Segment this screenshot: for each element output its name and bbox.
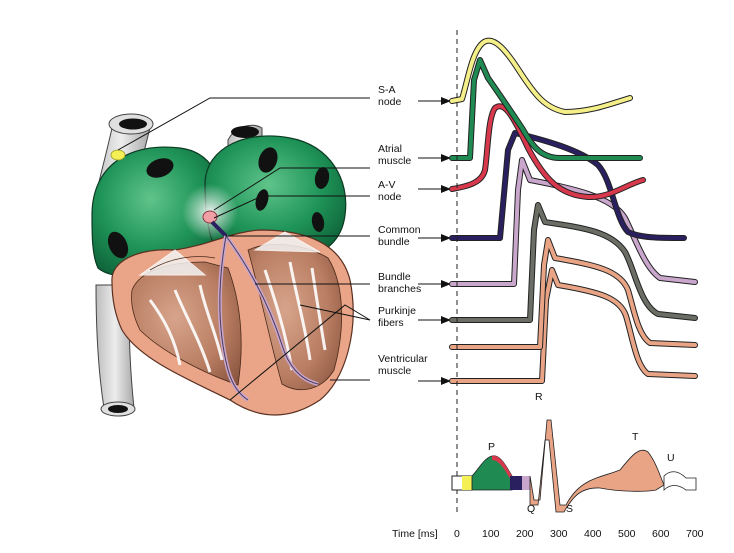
label-av-line2: node xyxy=(378,191,402,203)
trace-purkinje xyxy=(449,202,698,323)
ecg-label-r: R xyxy=(535,391,543,403)
ecg-label-p: P xyxy=(488,441,495,453)
trace-branches-line xyxy=(450,158,697,286)
label-ventricular-line1: Ventricular xyxy=(378,353,428,365)
label-bundle-line1: Common xyxy=(378,224,421,236)
leader-sa xyxy=(117,97,370,151)
ecg-label-u: U xyxy=(667,452,675,464)
label-branches-line2: branches xyxy=(378,283,421,295)
tick-100: 100 xyxy=(482,528,500,540)
tick-400: 400 xyxy=(584,528,602,540)
tick-500: 500 xyxy=(618,528,636,540)
sa-node xyxy=(110,149,126,161)
trace-atrial xyxy=(449,57,643,161)
ecg-label-s: S xyxy=(566,503,573,515)
leader-av xyxy=(213,195,370,219)
trace-atrial-line xyxy=(450,58,642,160)
tick-0: 0 xyxy=(454,528,460,540)
tick-600: 600 xyxy=(652,528,670,540)
leader-lines xyxy=(117,97,371,401)
av-node xyxy=(202,210,218,224)
trace-sa xyxy=(449,37,633,115)
trace-purkinje-lower xyxy=(449,237,698,350)
leader-purkinje-2 xyxy=(229,304,371,401)
trace-ventricular xyxy=(449,267,698,384)
label-sa-line1: S-A xyxy=(378,84,396,96)
tick-200: 200 xyxy=(516,528,534,540)
label-purkinje-line2: fibers xyxy=(378,317,404,329)
label-arrows xyxy=(418,97,451,385)
heart-illustration xyxy=(91,113,354,417)
label-atrial-line1: Atrial xyxy=(378,143,402,155)
leader-atrial xyxy=(213,167,370,211)
action-potential-traces xyxy=(449,37,698,384)
structure-labels: S-A node Atrial muscle A-V node Common b… xyxy=(378,84,428,377)
label-branches-line1: Bundle xyxy=(378,271,411,283)
label-ventricular-line2: muscle xyxy=(378,365,411,377)
trace-bundle-line xyxy=(450,131,686,240)
tick-700: 700 xyxy=(686,528,704,540)
leader-purkinje-1 xyxy=(299,304,371,321)
trace-branches xyxy=(449,157,698,287)
label-sa-line2: node xyxy=(378,96,402,108)
label-purkinje-line1: Purkinje xyxy=(378,305,416,317)
label-bundle-line2: bundle xyxy=(378,236,410,248)
time-axis-label: Time [ms] xyxy=(392,528,438,540)
ecg-trace: P R Q S T U xyxy=(451,391,697,515)
label-atrial-line2: muscle xyxy=(378,155,411,167)
trace-purkinje-line xyxy=(450,203,697,322)
ecg-label-t: T xyxy=(632,431,639,443)
tick-300: 300 xyxy=(550,528,568,540)
trace-ventricular-line xyxy=(450,268,697,383)
trace-sa-line xyxy=(450,38,632,114)
ecg-label-q: Q xyxy=(527,503,535,515)
label-av-line1: A-V xyxy=(378,179,396,191)
time-axis: Time [ms] 0 100 200 300 400 500 600 700 xyxy=(392,528,704,540)
trace-bundle xyxy=(449,130,687,241)
